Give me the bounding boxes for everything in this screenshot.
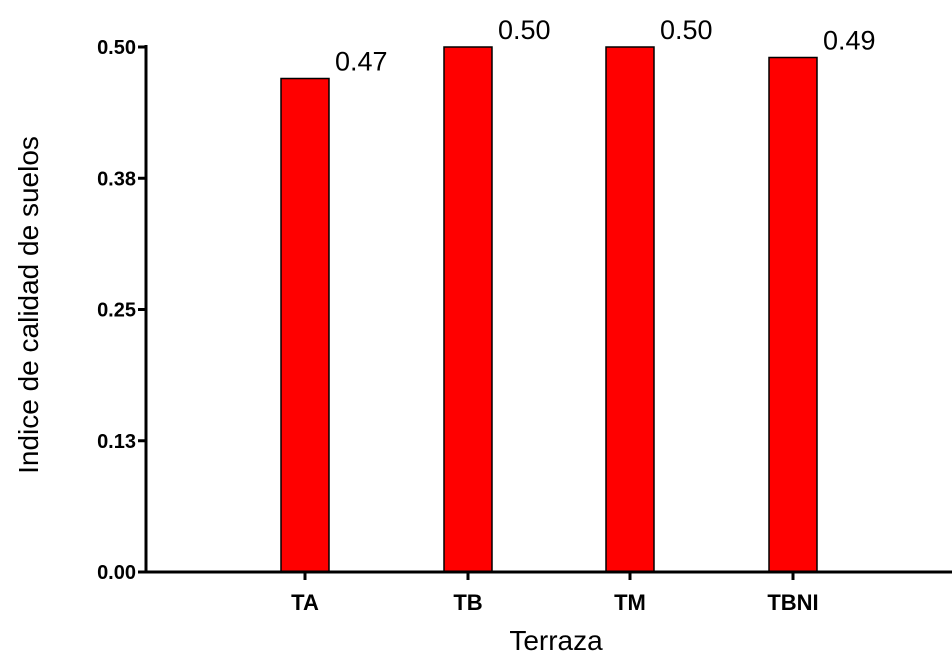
data-label-ta: 0.47 <box>335 47 388 77</box>
x-tick-label: TBNI <box>767 590 818 615</box>
bar-ta <box>280 77 330 573</box>
x-axis-ticks: TA TB TM TBNI <box>291 572 819 615</box>
data-label-tbni: 0.49 <box>823 26 876 56</box>
data-label-tm: 0.50 <box>660 15 713 45</box>
y-tick-label: 0.50 <box>97 37 136 59</box>
data-label-tb: 0.50 <box>498 15 551 45</box>
x-tick-label: TB <box>453 590 482 615</box>
data-labels: 0.47 0.50 0.50 0.49 <box>335 15 876 77</box>
bar-tb <box>443 46 493 573</box>
y-axis-title: Indice de calidad de suelos <box>13 136 44 474</box>
y-tick-label: 0.25 <box>97 300 136 322</box>
bars <box>280 46 818 573</box>
x-tick-label: TA <box>291 590 319 615</box>
y-tick-label: 0.13 <box>97 431 136 453</box>
y-tick-label: 0.38 <box>97 168 136 190</box>
x-tick-label: TM <box>614 590 646 615</box>
y-axis-ticks: 0.00 0.13 0.25 0.38 0.50 <box>97 37 146 584</box>
y-tick-label: 0.00 <box>97 562 136 584</box>
bar-tm <box>605 46 655 573</box>
x-axis-title: Terraza <box>509 625 603 656</box>
bar-tbni <box>768 56 818 573</box>
